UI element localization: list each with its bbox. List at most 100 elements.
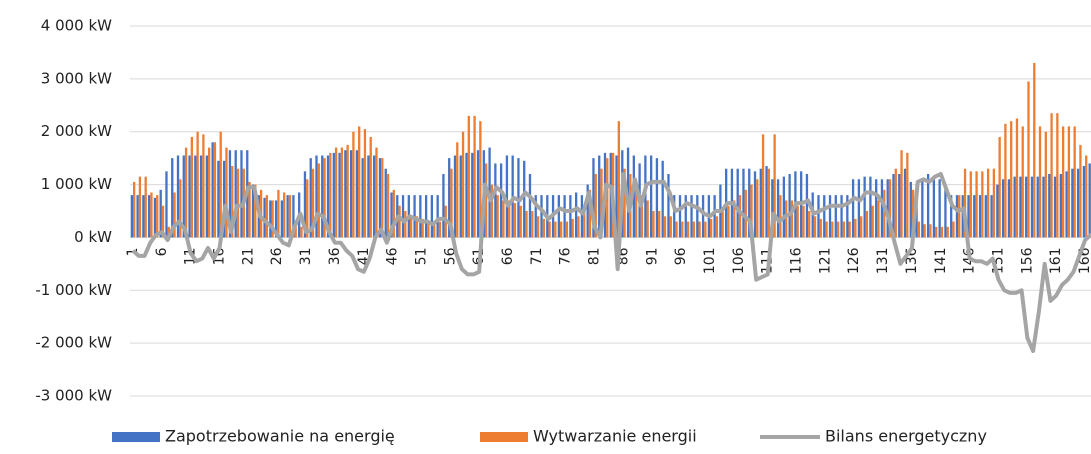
bar [217,160,220,238]
bar [280,200,284,238]
bar [494,163,497,238]
y-tick-label: 0 kW [74,228,112,246]
bar [433,221,436,238]
bar [831,221,834,238]
bar [338,152,341,238]
bar [842,221,846,238]
bar [701,195,705,238]
bar [684,195,687,238]
bar [996,184,999,238]
bar [1059,174,1062,238]
bar [796,205,799,238]
bar [713,195,716,238]
bar [165,171,168,238]
bar [534,195,537,238]
bar [903,168,907,238]
x-tick-label: 76 [558,247,574,265]
bar [448,158,451,238]
bar [130,195,133,238]
bar [661,160,664,238]
bar [436,195,439,238]
bar [409,216,413,238]
bar [600,168,603,238]
bar [1061,126,1065,238]
bar [505,155,509,238]
bar [321,155,324,238]
bar [358,126,361,238]
bar [617,121,620,238]
bar [692,221,695,238]
bar [696,195,699,238]
bar [161,205,165,238]
y-tick-label: -3 000 kW [35,387,112,405]
bar [274,200,278,238]
bar [973,195,976,238]
x-tick-label: 116 [789,247,805,274]
bar [184,147,188,238]
bar [658,211,661,238]
bar [352,131,355,238]
bar [153,197,157,238]
bar [421,218,424,238]
bar [978,195,982,238]
bar [346,144,349,238]
bar [727,205,730,238]
bar [771,179,774,238]
bar [271,200,274,238]
bar [880,179,884,238]
bar [1019,176,1022,238]
bar [586,184,589,238]
legend-label: Zapotrzebowanie na energię [165,427,395,446]
bar [427,221,430,238]
bar [263,197,266,238]
bar [828,195,832,238]
bar [909,181,912,238]
bar [361,158,364,238]
bar [542,218,545,238]
bar [1025,176,1028,238]
bar [438,221,442,238]
bar [819,218,822,238]
bar [133,181,136,238]
x-tick-label: 156 [1019,247,1035,274]
bar [265,195,269,238]
bar [479,121,482,238]
bar [782,176,786,238]
y-tick-label: -2 000 kW [35,334,112,352]
bar [419,195,422,238]
bar [906,152,909,238]
bar [975,171,978,238]
bar [499,163,503,238]
bar [1067,126,1071,238]
bar [929,224,932,238]
bar [969,171,972,238]
bar [759,168,762,238]
bar [857,179,861,238]
bar [773,134,776,238]
bar [159,189,162,238]
bar [565,221,569,238]
bar [788,174,791,238]
bar [303,171,307,238]
bar [958,195,961,238]
bar [860,216,863,238]
bar [269,200,272,238]
x-tick-label: 31 [298,247,314,265]
bar [615,155,618,238]
bar [136,195,139,238]
bar [888,179,892,238]
bar [961,195,964,238]
bar [340,147,344,238]
bar [1013,176,1016,238]
bar [640,195,644,238]
bar [240,150,243,238]
bar [548,221,551,238]
bar [742,168,745,238]
bar [473,115,476,238]
bar [176,155,180,238]
x-tick-label: 6 [154,247,170,256]
bar [854,218,857,238]
bar [767,168,770,238]
